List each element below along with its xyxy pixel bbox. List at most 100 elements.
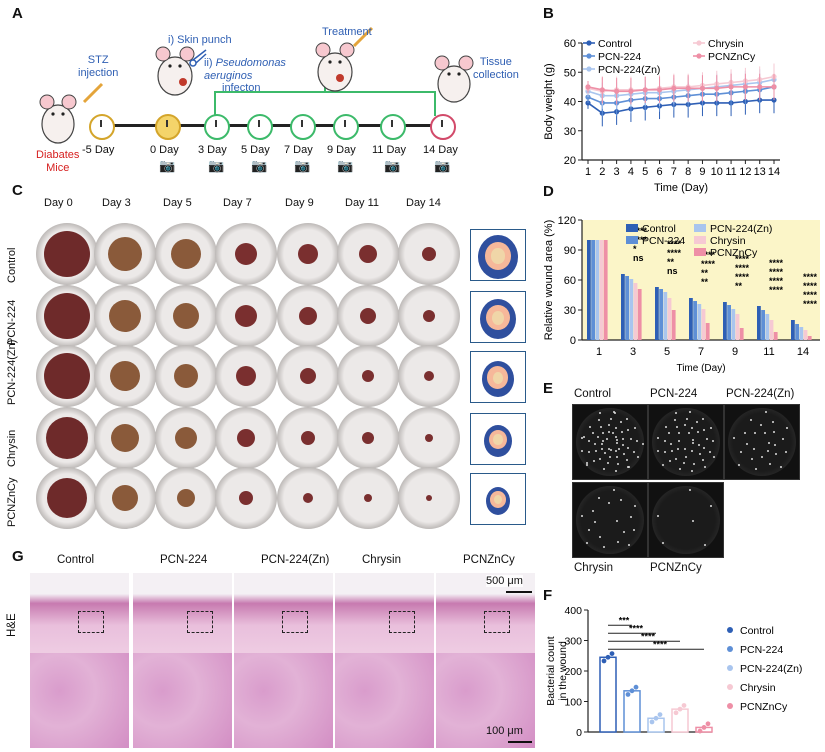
colony (620, 431, 623, 434)
x-tick-label: 5 (642, 166, 648, 178)
significance-label: **** (701, 259, 716, 269)
colony (771, 421, 774, 424)
wound-photo (398, 285, 460, 347)
colony (613, 412, 616, 415)
bacterial-count-chart: 0 100 200 300 400 Bacterial count in the wound… (545, 605, 802, 739)
colony (691, 426, 694, 429)
legend-label: PCNZnCy (708, 51, 756, 63)
colony (610, 448, 613, 451)
x-tick-label: 6 (656, 166, 662, 178)
colony (641, 443, 644, 446)
data-point (642, 87, 648, 93)
colony (755, 468, 757, 471)
scale-bar-bottom (508, 741, 532, 743)
y-tick-label: 400 (564, 605, 582, 617)
colony (705, 437, 708, 440)
mouse-icon (155, 46, 195, 96)
bar (757, 306, 761, 340)
pseudomonas-label: ii) Pseudomonas aeruginos (204, 57, 286, 82)
scale-bar-top (506, 591, 532, 593)
bar (803, 330, 808, 340)
x-axis-title: Time (Day) (654, 182, 708, 194)
wound (44, 353, 90, 399)
colony (588, 425, 591, 428)
legend-marker (586, 40, 592, 46)
colony (683, 424, 686, 427)
legend-label: PCN-224 (642, 235, 685, 247)
bacterial-plate (648, 404, 724, 480)
data-point (685, 85, 691, 91)
wound (360, 308, 376, 324)
significance-label: **** (803, 272, 818, 282)
wound (239, 491, 253, 505)
wound-photo (398, 223, 460, 285)
data-point (757, 84, 763, 90)
bar (587, 240, 591, 340)
plate-label: Chrysin (574, 562, 613, 574)
colony (627, 446, 630, 449)
colony (743, 431, 746, 434)
wound-photo (215, 285, 277, 347)
treatment-label: Treatment (322, 26, 372, 38)
colony (599, 411, 602, 414)
data-point (633, 684, 639, 690)
camera-icon: 📷 (294, 158, 311, 173)
wound-photo (155, 223, 217, 285)
plate-dish (652, 408, 720, 476)
camera-icon: 📷 (251, 158, 268, 173)
x-tick-label: 3 (614, 166, 620, 178)
colony (635, 439, 638, 442)
bar (595, 240, 600, 340)
data-point (671, 85, 677, 91)
data-point (605, 654, 611, 660)
wound-photo (337, 345, 399, 407)
bar (599, 656, 617, 733)
histology-detail (335, 653, 434, 748)
y-tick-label: 0 (570, 335, 576, 347)
colony (615, 426, 618, 429)
bar (791, 320, 795, 340)
legend-marker (727, 627, 733, 633)
bar (625, 276, 629, 340)
colony (677, 432, 680, 435)
histology-detail (30, 653, 129, 748)
wound (110, 361, 140, 391)
wound (300, 368, 316, 384)
clock-icon (247, 114, 273, 140)
wound-photo (36, 285, 98, 347)
y-axis-title: in the wound (557, 641, 569, 701)
colony (615, 435, 618, 438)
bar (637, 289, 642, 340)
y-axis-title: Bacterial count (545, 636, 557, 706)
schematic-inner (493, 434, 503, 445)
panel-label-f: F (543, 587, 553, 604)
camera-icon: 📷 (208, 158, 225, 173)
y-tick-label: 20 (564, 155, 576, 167)
day-column-header: Day 14 (406, 197, 441, 209)
camera-icon: 📷 (384, 158, 401, 173)
colony (600, 448, 603, 451)
data-point (728, 84, 734, 90)
x-tick-label: 1 (585, 166, 591, 178)
colony (676, 448, 679, 451)
colony (626, 429, 629, 432)
colony (657, 436, 660, 439)
row-label: PCN-224 (6, 299, 18, 345)
colony (670, 449, 673, 452)
y-tick-label: 60 (564, 38, 576, 50)
colony (764, 411, 767, 414)
bar (705, 323, 710, 340)
wound (109, 300, 141, 332)
colony (673, 418, 676, 421)
wound-schematic (470, 229, 526, 281)
colony (759, 424, 762, 427)
y-tick-label: 30 (564, 305, 576, 317)
colony (612, 432, 615, 435)
colony (697, 443, 700, 446)
day-column-header: Day 3 (102, 197, 131, 209)
y-tick-label: 60 (564, 275, 576, 287)
colony (601, 443, 604, 446)
significance-label: **** (667, 239, 682, 249)
plate-dish (728, 408, 796, 476)
x-tick-label: 3 (630, 346, 636, 358)
